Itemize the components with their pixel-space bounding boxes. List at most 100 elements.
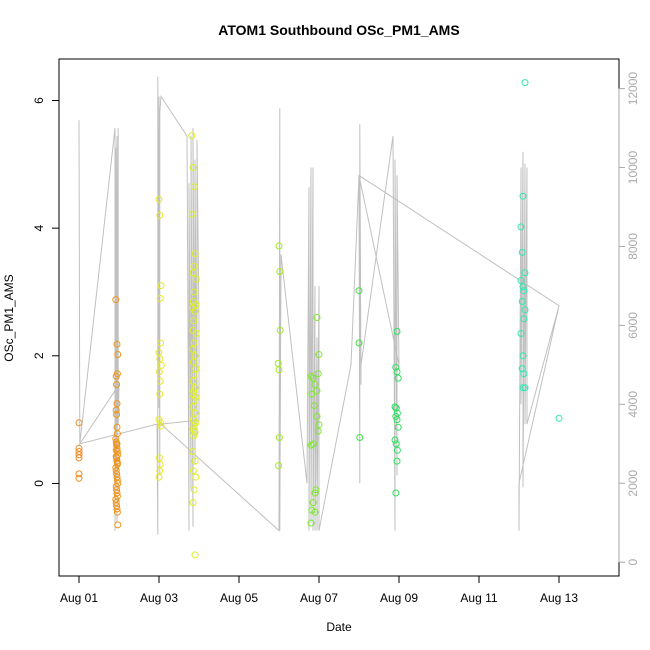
data-point [311,489,319,497]
data-point [392,440,400,448]
data-point [519,352,527,360]
data-point [157,422,165,430]
data-point [517,277,525,284]
data-point [394,423,402,431]
data-point [314,370,322,378]
data-point [394,374,402,382]
data-point [313,314,321,321]
data-point [113,505,121,513]
data-point [113,508,121,516]
data-point [309,499,317,507]
data-point [190,432,198,440]
y-tick-label: 2 [32,352,46,359]
data-point [355,287,363,295]
data-point [156,355,164,363]
data-point [393,328,401,335]
data-point [392,404,400,412]
data-point [191,352,199,360]
y2-tick-label: 0 [626,559,640,566]
data-point [75,419,83,427]
data-point [189,403,197,411]
data-point [313,387,321,395]
data-point [189,448,197,455]
y2-tick-label: 2000 [626,470,640,497]
data-point [393,416,401,424]
data-point [276,326,284,334]
data-point [521,79,529,87]
data-point [192,473,200,481]
x-tick-label: Aug 05 [220,591,258,605]
data-point [191,307,199,315]
data-point [188,210,196,218]
secondary-line-layer [78,76,560,535]
data-point [192,365,200,373]
data-point [312,486,320,494]
data-point [112,296,120,304]
data-point [157,361,165,369]
data-point [189,499,197,507]
data-point [307,372,315,380]
data-point [75,474,83,482]
data-point [157,282,165,290]
data-point [309,374,317,382]
data-point [113,459,121,467]
data-point [114,521,122,529]
data-point [518,298,526,305]
data-point [520,315,528,323]
data-point [192,275,200,283]
y-axis-label: OSc_PM1_AMS [2,274,16,361]
data-point [113,440,121,448]
data-point [391,403,399,411]
data-point [192,330,200,337]
data-point [519,192,527,200]
data-point [113,476,121,484]
data-point [188,132,196,140]
x-axis-label: Date [326,620,352,634]
data-point [113,381,121,388]
data-point [155,368,163,376]
secondary-series-line [78,76,560,535]
data-point [392,412,400,420]
data-point [156,211,164,219]
data-point [191,250,199,258]
data-point [189,377,197,385]
x-tick-label: Aug 13 [540,591,578,605]
data-point [392,489,400,497]
data-point [555,414,563,422]
data-point [191,384,199,392]
x-tick-label: Aug 11 [460,591,497,605]
plot-frame [58,58,620,577]
data-point [191,409,199,417]
data-point [191,428,199,436]
data-point [307,519,315,527]
data-point [75,451,83,459]
data-point [393,457,401,465]
data-point [113,411,121,418]
data-point [310,402,318,410]
data-point [393,446,401,454]
x-tick-label: Aug 07 [300,591,338,605]
data-point [313,412,321,420]
y2-tick-label: 6000 [626,312,640,339]
data-point [518,248,526,256]
data-point [189,345,197,353]
data-point [356,434,364,441]
data-point [275,242,283,250]
data-point [307,441,315,449]
data-point [191,551,199,559]
data-point [521,306,529,314]
data-point [190,339,198,347]
data-point [275,366,283,374]
data-point [75,454,83,462]
data-point [517,330,525,337]
y2-tick-label: 12000 [626,72,640,106]
data-point [190,183,198,191]
data-point [392,363,400,371]
data-point [113,489,121,497]
data-point [190,387,198,395]
y-tick-label: 4 [32,224,46,231]
data-point [156,377,164,385]
data-point [275,462,283,470]
data-point [314,427,322,435]
data-point [112,372,120,380]
